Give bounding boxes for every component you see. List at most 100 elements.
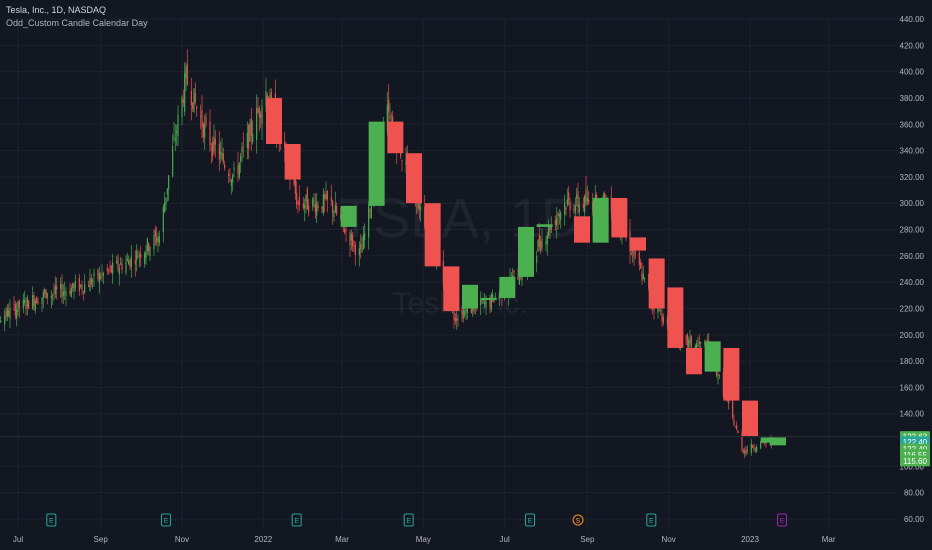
daily-candle [78,277,80,292]
daily-candle [158,236,160,244]
daily-candle [648,274,650,288]
x-tick-label: Nov [662,535,676,544]
daily-candle [754,448,756,451]
daily-candle [293,175,295,185]
daily-candle [73,285,75,292]
daily-candle [258,107,260,118]
daily-candle [256,108,258,141]
daily-candle [121,263,123,270]
daily-candle [241,147,243,153]
daily-candle [564,202,566,215]
daily-candle [592,201,594,212]
daily-candle [185,66,187,79]
daily-candle [270,91,272,102]
daily-candle [322,194,324,214]
daily-candle [302,203,304,208]
daily-candle [641,272,643,281]
daily-candle [221,152,223,159]
daily-candle [190,91,192,106]
daily-candle [100,275,102,279]
daily-candle [0,320,2,323]
daily-candle [14,303,16,316]
y-tick-label: 240.00 [900,278,925,287]
daily-candle [686,333,688,346]
daily-candle [457,318,459,320]
daily-candle [42,292,44,299]
custom-candle-4 [387,121,404,154]
daily-candle [116,261,118,264]
daily-candle [642,274,644,279]
daily-candle [689,338,691,344]
daily-candle [261,106,263,125]
symbol-title[interactable]: Tesla, Inc., 1D, NASDAQ [6,5,107,15]
daily-candle [565,207,567,210]
daily-candle [481,302,483,304]
daily-candle [125,261,127,273]
daily-candle [9,307,11,319]
daily-candle [8,310,10,317]
daily-candle [117,256,119,270]
daily-candle [566,199,568,205]
price-label-bg [900,455,930,467]
daily-candle [734,426,736,428]
daily-candle [640,261,642,269]
indicator-title[interactable]: Odd_Custom Candle Calendar Day [6,18,148,28]
daily-candle [238,163,240,178]
y-tick-label: 400.00 [900,68,925,77]
y-tick-label: 180.00 [900,357,925,366]
event-label: E [780,518,785,525]
daily-candle [490,294,492,310]
daily-candle [56,285,58,290]
daily-candle [417,201,419,209]
daily-candle [138,255,140,257]
daily-candle [297,201,299,203]
daily-candle [112,262,114,274]
daily-candle [558,213,560,217]
daily-candle [741,432,743,450]
y-tick-label: 140.00 [900,410,925,419]
event-label: E [294,518,299,525]
daily-candle [485,298,487,308]
daily-candle [146,238,148,252]
y-tick-label: 220.00 [900,304,925,313]
daily-candle [304,204,306,209]
daily-candle [134,260,136,265]
daily-candle [32,295,34,309]
daily-candle [333,212,335,217]
earnings-icon [403,513,414,527]
custom-candle-1 [284,144,301,180]
daily-candle [473,308,475,312]
earnings-icon [525,513,535,527]
earnings-icon [46,513,57,527]
custom-candle-23 [760,437,777,443]
daily-candle [157,238,159,242]
daily-candle [168,175,170,190]
daily-candle [204,124,206,138]
daily-candle [364,233,366,241]
daily-candle [210,147,212,149]
daily-candle [102,273,104,276]
daily-candle [153,235,155,250]
daily-candle [576,194,578,199]
daily-candle [361,248,363,253]
daily-candle [369,210,371,212]
custom-candle-5 [406,153,422,204]
daily-candle [662,316,664,324]
custom-candle-19 [686,347,702,375]
daily-candle [298,196,300,206]
daily-candle [13,303,15,305]
x-tick-label: Sep [94,535,109,544]
daily-candle [18,300,20,308]
daily-candle [352,234,354,247]
event-label: E [406,518,411,525]
y-tick-label: 80.00 [904,489,925,498]
daily-candle [737,430,739,434]
daily-candle [33,295,35,306]
event-label: E [49,518,54,525]
daily-candle [74,281,76,288]
daily-candle [588,199,590,203]
daily-candle [324,194,326,199]
daily-candle [326,191,328,200]
